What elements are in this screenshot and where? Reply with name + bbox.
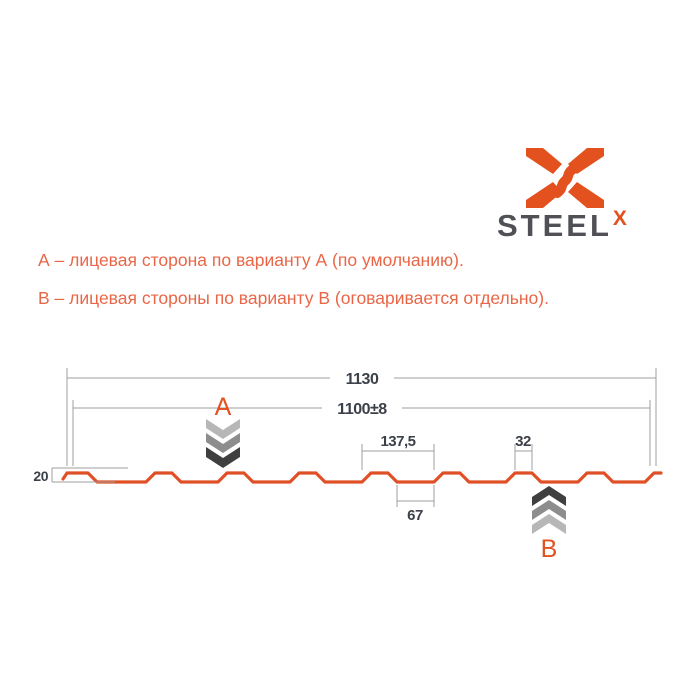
logo-wordmark: STEEL X: [497, 207, 627, 243]
dim-valley-width-label: 67: [407, 507, 423, 524]
dim-profile-height: [51, 467, 128, 483]
steelx-x-mark-icon: [526, 148, 604, 208]
dim-rib-pitch-label: 137,5: [380, 433, 415, 450]
dim-overall-width: [66, 368, 657, 466]
logo-brand-text: STEEL: [497, 208, 612, 243]
chevrons-up-icon: [532, 486, 566, 534]
chevrons-down-icon: [206, 419, 240, 468]
dim-rib-pitch: [361, 444, 435, 470]
note-line-b: В – лицевая стороны по варианту В (огова…: [38, 288, 549, 308]
dim-rib-top-width: [514, 444, 533, 470]
dim-working-width-label: 1100±8: [337, 401, 387, 418]
dim-valley-width: [396, 485, 435, 507]
marker-side-b-label: B: [541, 535, 558, 563]
marker-side-a: А: [206, 393, 240, 468]
dim-rib-top-width-label: 32: [515, 433, 531, 450]
dim-profile-height-label: 20: [33, 468, 48, 484]
logo: STEEL X: [495, 146, 665, 246]
profile-outline: [61, 471, 663, 484]
dim-working-width: [72, 400, 651, 466]
profile-diagram: 1130 1100±8 137,5 32 67: [33, 368, 663, 563]
dim-overall-width-label: 1130: [346, 371, 379, 388]
note-line-a: А – лицевая сторона по варианту А (по ум…: [38, 250, 464, 270]
logo-brand-sup: X: [612, 207, 627, 230]
marker-side-a-label: А: [215, 393, 232, 421]
marker-side-b: B: [532, 486, 566, 563]
